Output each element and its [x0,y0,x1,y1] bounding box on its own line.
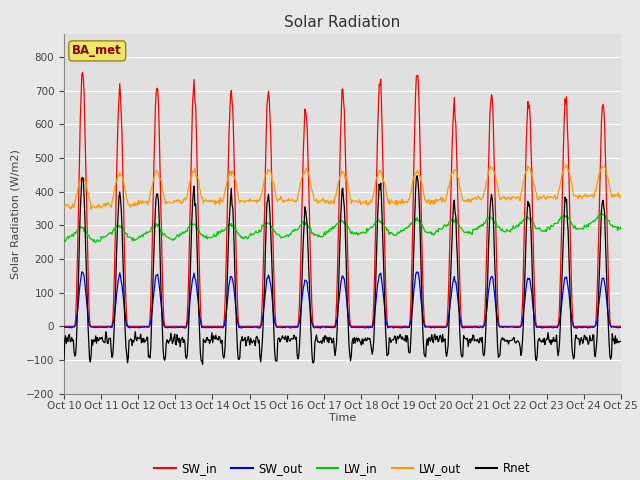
Y-axis label: Solar Radiation (W/m2): Solar Radiation (W/m2) [10,149,20,278]
Legend: SW_in, SW_out, LW_in, LW_out, Rnet: SW_in, SW_out, LW_in, LW_out, Rnet [150,457,535,480]
X-axis label: Time: Time [329,413,356,422]
Text: BA_met: BA_met [72,44,122,58]
Title: Solar Radiation: Solar Radiation [284,15,401,30]
